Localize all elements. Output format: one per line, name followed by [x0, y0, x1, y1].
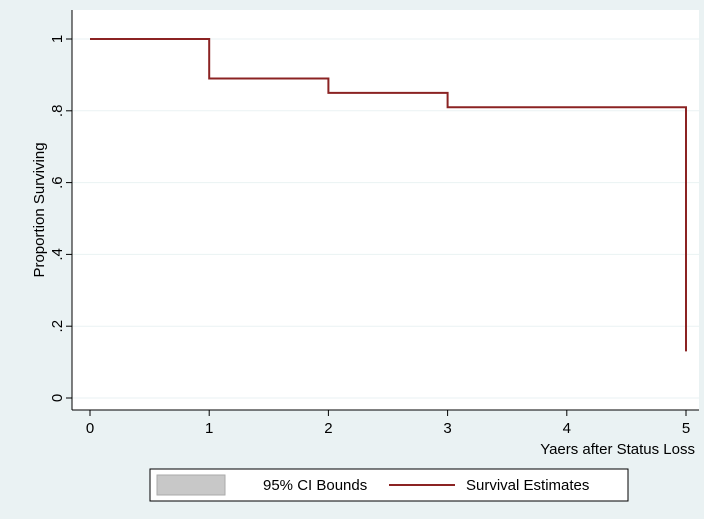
y-axis-title: Proportion Surviving	[31, 142, 48, 277]
plot-area	[72, 10, 699, 410]
x-axis-title: Yaers after Status Loss	[540, 441, 695, 458]
x-tick-label: 2	[324, 420, 332, 437]
y-tick-label: 0	[49, 394, 66, 402]
legend-swatch	[156, 474, 226, 496]
x-tick-label: 3	[443, 420, 451, 437]
survival-line	[90, 38, 687, 352]
y-tick-label: .4	[49, 248, 66, 261]
legend-label: Survival Estimates	[466, 477, 589, 494]
x-tick-label: 4	[563, 420, 571, 437]
x-tick-label: 5	[682, 420, 690, 437]
y-tick-label: .8	[49, 105, 66, 118]
x-tick-label: 0	[86, 420, 94, 437]
y-tick-label: .2	[49, 320, 66, 333]
x-tick-label: 1	[205, 420, 213, 437]
y-tick-label: 1	[49, 35, 66, 43]
y-tick-label: .6	[49, 176, 66, 189]
legend-label: 95% CI Bounds	[263, 477, 367, 494]
